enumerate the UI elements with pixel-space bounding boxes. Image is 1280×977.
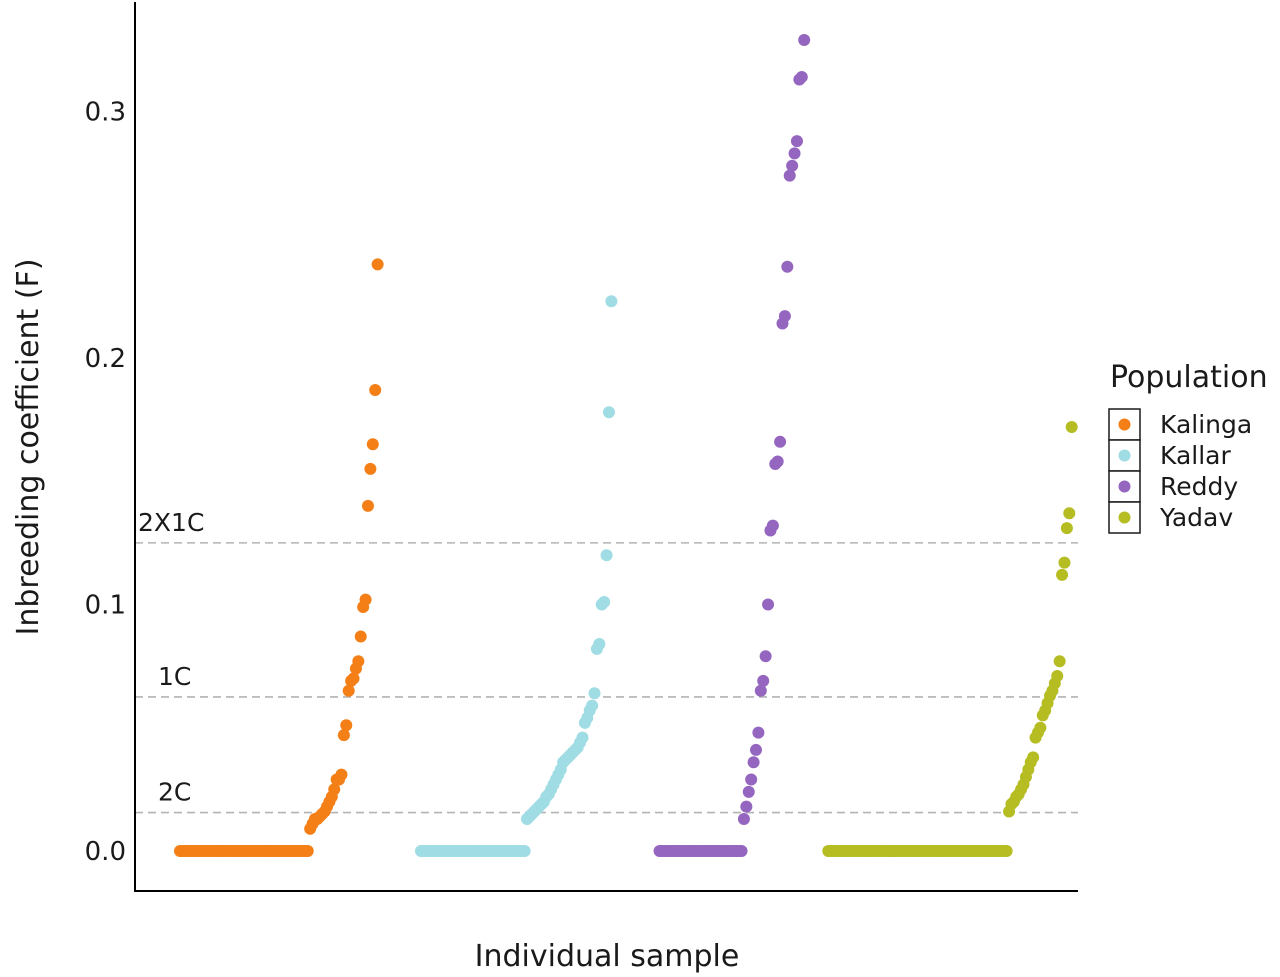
data-point — [790, 135, 803, 148]
legend-marker — [1118, 480, 1131, 493]
data-point — [786, 159, 799, 172]
data-points — [174, 34, 1078, 857]
data-point — [788, 147, 801, 160]
legend-title: Population — [1110, 360, 1268, 395]
series-kallar — [415, 295, 618, 857]
data-point — [771, 455, 784, 468]
reference-line-label: 2C — [158, 778, 191, 807]
data-point — [781, 260, 794, 273]
data-point — [347, 672, 360, 685]
data-point — [352, 655, 365, 668]
reference-lines: 2X1C 1C 2C — [135, 508, 1078, 814]
data-point — [783, 169, 796, 182]
data-point — [1060, 522, 1073, 535]
data-point — [1053, 655, 1066, 668]
y-axis-title: Inbreeding coefficient (F) — [11, 258, 46, 635]
data-point — [757, 674, 770, 687]
data-point — [354, 630, 367, 643]
data-point — [359, 593, 372, 606]
data-point — [1063, 507, 1076, 520]
data-point — [1034, 721, 1047, 734]
legend-label: Kallar — [1160, 441, 1231, 470]
legend-marker — [1118, 511, 1131, 524]
legend-marker — [1118, 418, 1131, 431]
legend-marker — [1118, 449, 1131, 462]
axes — [134, 2, 1078, 892]
y-tick-label: 0.2 — [85, 344, 126, 374]
data-point — [602, 406, 615, 419]
data-point — [518, 845, 531, 857]
data-point — [586, 699, 599, 712]
legend-label: Yadav — [1159, 503, 1233, 532]
data-point — [342, 684, 355, 697]
data-point — [1058, 556, 1071, 569]
data-point — [735, 845, 748, 857]
data-point — [328, 783, 341, 796]
y-tick-label: 0.3 — [85, 98, 126, 128]
data-point — [576, 731, 589, 744]
series-kalinga — [174, 258, 384, 857]
data-point — [598, 596, 611, 609]
data-point — [742, 785, 755, 798]
data-point — [335, 768, 348, 781]
data-point — [752, 726, 765, 739]
data-point — [740, 800, 753, 813]
data-point — [366, 438, 379, 451]
data-point — [1027, 751, 1040, 764]
data-point — [1051, 669, 1064, 682]
reference-line-label: 2X1C — [138, 508, 204, 537]
data-point — [340, 719, 353, 732]
data-point — [759, 650, 772, 663]
series-reddy — [653, 34, 811, 857]
data-point — [364, 462, 377, 475]
data-point — [737, 812, 750, 825]
data-point — [593, 637, 606, 650]
y-tick-labels: 0.0 0.1 0.2 0.3 — [85, 98, 126, 868]
data-point — [778, 310, 791, 323]
data-point — [605, 295, 618, 308]
data-point — [774, 435, 787, 448]
data-point — [766, 519, 779, 532]
data-point — [361, 499, 374, 512]
data-point — [371, 258, 384, 271]
data-point — [798, 34, 811, 47]
series-yadav — [822, 421, 1078, 857]
reference-line-label: 1C — [158, 662, 191, 691]
data-point — [1065, 421, 1078, 434]
legend-label: Kalinga — [1160, 410, 1252, 439]
data-point — [795, 70, 808, 83]
data-point — [337, 729, 350, 742]
data-point — [749, 743, 762, 756]
data-point — [600, 549, 613, 562]
data-point — [754, 684, 767, 697]
y-tick-label: 0.0 — [85, 837, 126, 867]
data-point — [747, 756, 760, 769]
legend-label: Reddy — [1160, 472, 1238, 501]
data-point — [588, 687, 601, 700]
data-point — [745, 773, 758, 786]
data-point — [1056, 568, 1069, 581]
data-point — [762, 598, 775, 611]
data-point — [369, 384, 382, 397]
x-axis-title: Individual sample — [475, 939, 740, 974]
data-point — [1000, 845, 1013, 857]
data-point — [301, 845, 314, 857]
y-tick-label: 0.1 — [85, 591, 126, 621]
